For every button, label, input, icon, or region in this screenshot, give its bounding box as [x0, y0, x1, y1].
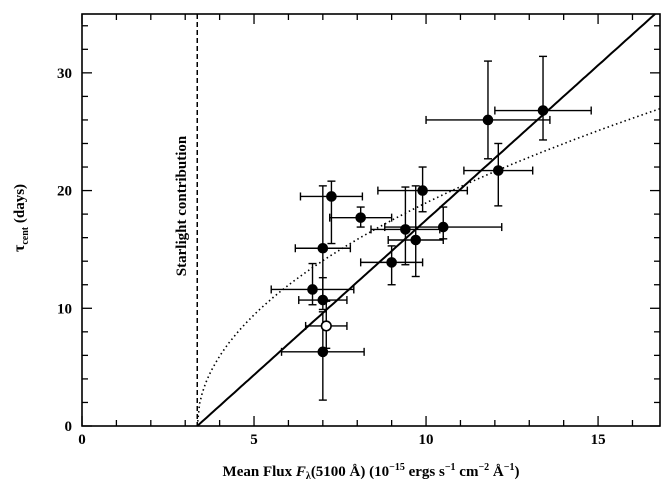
data-point — [386, 257, 397, 268]
data-point-open — [320, 320, 332, 332]
x-tick-label: 0 — [78, 432, 86, 448]
data-point — [355, 212, 366, 223]
axis-ticks: 0 5 10 15 0 10 20 30 — [57, 14, 660, 448]
x-axis-title: Mean Flux Fλ(5100 Å) (10−15 ergs s−1 cm−… — [223, 462, 520, 482]
y-tick-label: 20 — [57, 184, 72, 200]
x-tick-label: 15 — [591, 432, 606, 448]
data-point — [437, 221, 449, 233]
data-point — [482, 114, 494, 126]
linear-fit-line — [196, 13, 656, 427]
starlight-annotation: Starlight contribution — [174, 135, 190, 276]
data-point — [317, 242, 329, 254]
data-points — [307, 105, 549, 358]
data-point — [317, 294, 329, 306]
sqrt-fit-curve — [196, 107, 661, 427]
data-point — [317, 346, 329, 358]
data-point — [492, 165, 504, 176]
data-point — [537, 105, 549, 116]
fit-lines — [196, 13, 661, 427]
y-axis-title: τcent (days) — [11, 184, 31, 252]
data-point — [400, 224, 411, 235]
y-tick-label: 10 — [57, 301, 72, 317]
data-point — [410, 234, 422, 246]
x-tick-label: 5 — [250, 432, 258, 448]
data-point — [326, 191, 337, 202]
y-tick-label: 0 — [65, 419, 73, 435]
data-point — [417, 185, 428, 196]
x-tick-label: 10 — [419, 432, 434, 448]
plot-border — [81, 13, 661, 427]
y-tick-label: 30 — [57, 66, 72, 82]
data-point — [307, 284, 318, 295]
plot-frame — [81, 13, 661, 427]
